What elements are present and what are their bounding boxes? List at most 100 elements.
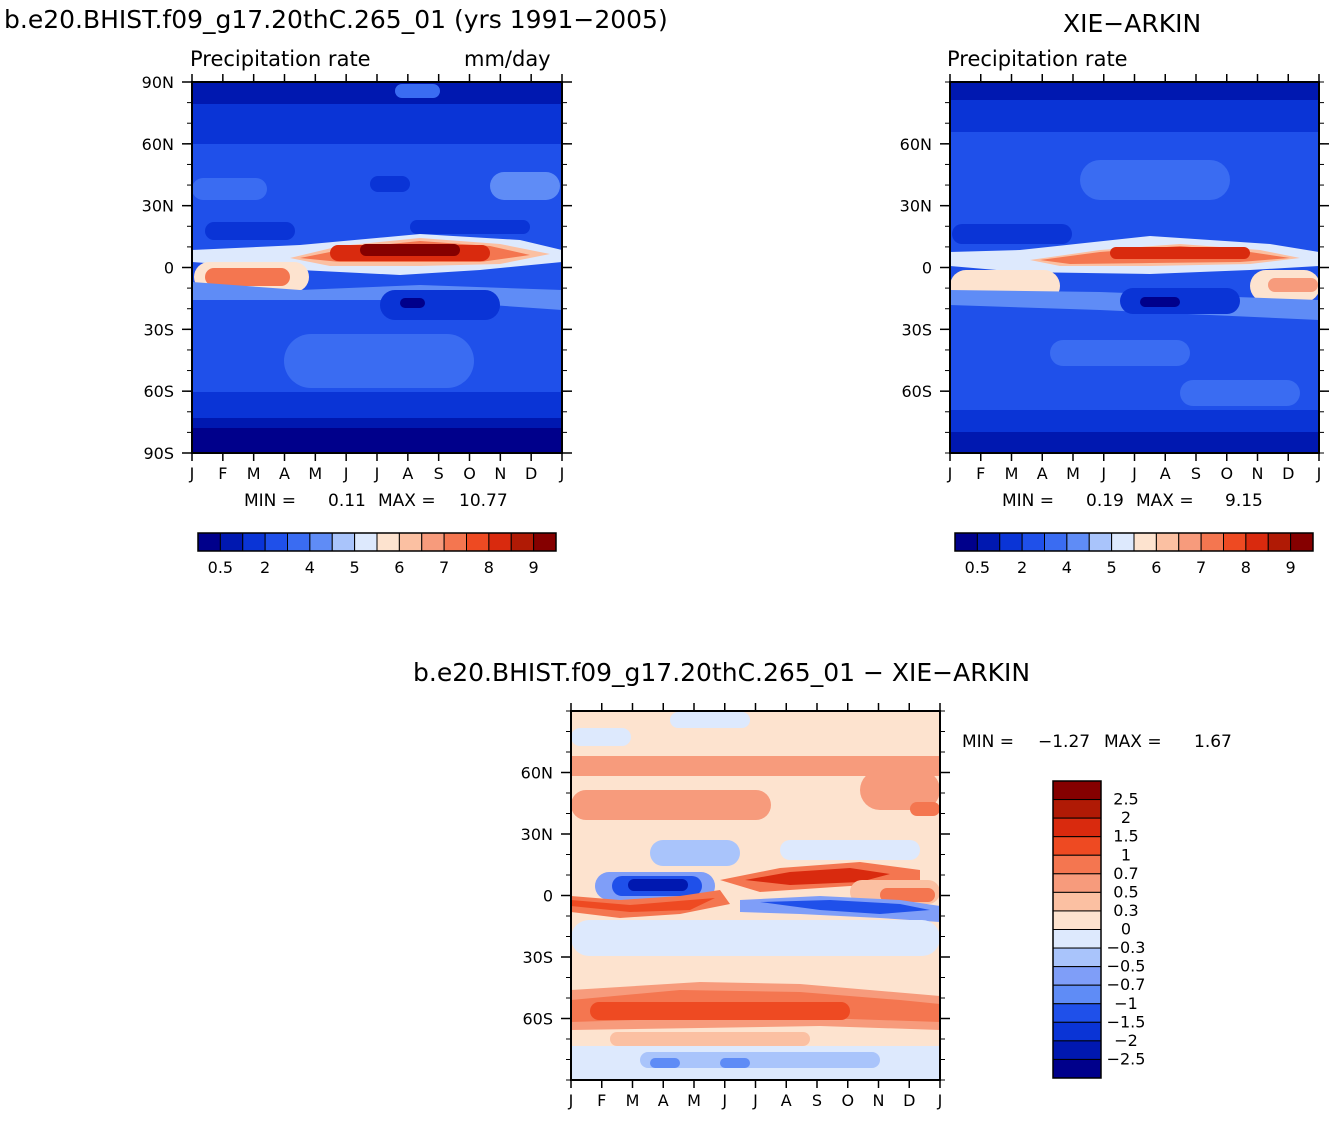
diff-max-label: MAX = xyxy=(1104,732,1162,752)
model-xtick-label: S xyxy=(434,464,444,483)
model-colorbar-swatch xyxy=(421,532,445,552)
obs-xtick-label: D xyxy=(1282,464,1294,483)
obs-field-storm-s2 xyxy=(1180,380,1300,406)
model-xtick-label: A xyxy=(402,464,413,483)
model-colorbar-swatch xyxy=(376,532,400,552)
obs-colorbar-swatch xyxy=(1088,532,1113,552)
model-field xyxy=(192,82,562,453)
obs-colorbar-swatch xyxy=(1178,532,1202,552)
diff-field-pos-seq-core xyxy=(571,898,715,912)
diff-colorbar-swatch xyxy=(1052,947,1102,968)
model-colorbar-swatch xyxy=(264,532,288,552)
model-xtick-label: F xyxy=(218,464,227,483)
model-left-string: Precipitation rate xyxy=(190,47,371,71)
obs-field-sh-core-east xyxy=(1268,278,1318,292)
obs-colorbar-swatch xyxy=(1021,532,1045,552)
model-xtick-label: O xyxy=(463,464,476,483)
obs-colorbar-frame xyxy=(954,532,1314,552)
diff-colorbar-swatch xyxy=(1052,854,1102,875)
obs-field-dry-s xyxy=(1120,288,1240,314)
obs-colorbar-label: 5 xyxy=(1107,558,1117,577)
diff-field-neg-25n xyxy=(650,840,740,866)
obs-colorbar-swatch xyxy=(976,532,1001,552)
model-field-dry-s-core xyxy=(400,298,425,308)
model-colorbar-swatch xyxy=(309,532,333,552)
model-colorbar-label: 2 xyxy=(260,558,270,577)
diff-ytick-label: 60S xyxy=(522,1010,553,1029)
obs-xtick-label: J xyxy=(1316,464,1322,483)
model-xtick-label: M xyxy=(308,464,322,483)
diff-ytick-label: 0 xyxy=(543,887,553,906)
diff-colorbar-swatch xyxy=(1052,873,1102,893)
diff-xtick-label: A xyxy=(781,1091,792,1110)
obs-ytick-label: 60N xyxy=(900,135,932,154)
diff-colorbar-swatch xyxy=(1052,966,1102,986)
model-max-value: 10.77 xyxy=(459,491,508,511)
diff-xtick-label: J xyxy=(721,1091,727,1110)
diff-min-value: −1.27 xyxy=(1038,732,1091,752)
diff-field-neg-25n-e xyxy=(780,840,920,860)
model-colorbar-swatch xyxy=(443,532,467,552)
diff-colorbar-label: −0.7 xyxy=(1107,975,1146,994)
model-colorbar-swatch xyxy=(533,532,557,552)
model-colorbar-swatch xyxy=(466,532,490,552)
model-colorbar-swatch xyxy=(197,532,221,552)
obs-colorbar-swatch xyxy=(999,532,1023,552)
model-colorbar-swatch xyxy=(488,532,512,552)
obs-colorbar-swatch xyxy=(1066,532,1090,552)
model-field-subtrop-n-east xyxy=(490,172,560,200)
obs-colorbar-label: 6 xyxy=(1151,558,1161,577)
obs-max-label: MAX = xyxy=(1136,491,1194,511)
model-field-storm-s xyxy=(284,334,474,388)
model-xtick-label: J xyxy=(374,464,380,483)
obs-title: XIE−ARKIN xyxy=(1063,9,1202,38)
diff-colorbar-swatch xyxy=(1052,984,1102,1005)
diff-colorbar-label: −1.5 xyxy=(1107,1012,1146,1031)
diff-field-pos-50n-e xyxy=(860,770,940,810)
obs-field-itcz-core xyxy=(1110,247,1250,259)
obs-field-subtrop-n xyxy=(1080,160,1230,200)
obs-colorbar-label: 7 xyxy=(1196,558,1206,577)
model-field-sh-band-core xyxy=(205,268,290,286)
model-ytick-label: 90N xyxy=(142,73,174,92)
diff-field-pos-55s-core xyxy=(590,1002,850,1020)
model-field-dry-n3 xyxy=(410,220,530,234)
model-field-arctic-patch xyxy=(395,84,440,98)
diff-colorbar-label: −2.5 xyxy=(1107,1049,1146,1068)
model-ytick-label: 30S xyxy=(143,320,174,339)
model-colorbar-swatch xyxy=(287,532,311,552)
obs-xtick-label: J xyxy=(1131,464,1137,483)
diff-colorbar-swatch xyxy=(1052,817,1102,838)
obs-ytick-label: 60S xyxy=(901,382,932,401)
model-ytick-label: 90S xyxy=(143,444,174,463)
diff-colorbar-swatch xyxy=(1052,1003,1102,1023)
model-xtick-label: D xyxy=(525,464,537,483)
model-field-subtrop-n-west xyxy=(192,178,267,200)
model-field-dry-n xyxy=(370,176,410,192)
diff-colorbar-label: 1 xyxy=(1121,845,1131,864)
diff-colorbar-label: −2 xyxy=(1114,1031,1138,1050)
obs-ytick-label: 30N xyxy=(900,197,932,216)
diff-field-neg-20s xyxy=(571,920,940,956)
model-ytick-label: 30N xyxy=(142,197,174,216)
model-xtick-label: J xyxy=(559,464,565,483)
diff-field-pos-50n-e2 xyxy=(910,802,940,816)
diff-xtick-label: N xyxy=(873,1091,885,1110)
model-colorbar-label: 4 xyxy=(305,558,315,577)
model-field-highlat-s xyxy=(192,392,562,418)
diff-colorbar-frame xyxy=(1052,780,1102,1079)
obs-colorbar-swatch xyxy=(1044,532,1068,552)
model-colorbar-swatch xyxy=(331,532,356,552)
diff-xtick-label: S xyxy=(812,1091,822,1110)
model-colorbar-frame xyxy=(197,532,557,552)
obs-colorbar-label: 8 xyxy=(1241,558,1251,577)
obs-left-string: Precipitation rate xyxy=(947,47,1128,71)
obs-colorbar-swatch xyxy=(954,532,978,552)
obs-field-arctic xyxy=(950,82,1319,100)
model-colorbar-swatch xyxy=(510,532,535,552)
diff-colorbar: 2.521.510.70.50.30−0.3−0.5−0.7−1−1.5−2−2… xyxy=(1052,780,1146,1079)
diff-xtick-label: M xyxy=(687,1091,701,1110)
diff-ytick-label: 60N xyxy=(521,764,553,783)
diff-field-neg-arctic xyxy=(670,712,750,728)
